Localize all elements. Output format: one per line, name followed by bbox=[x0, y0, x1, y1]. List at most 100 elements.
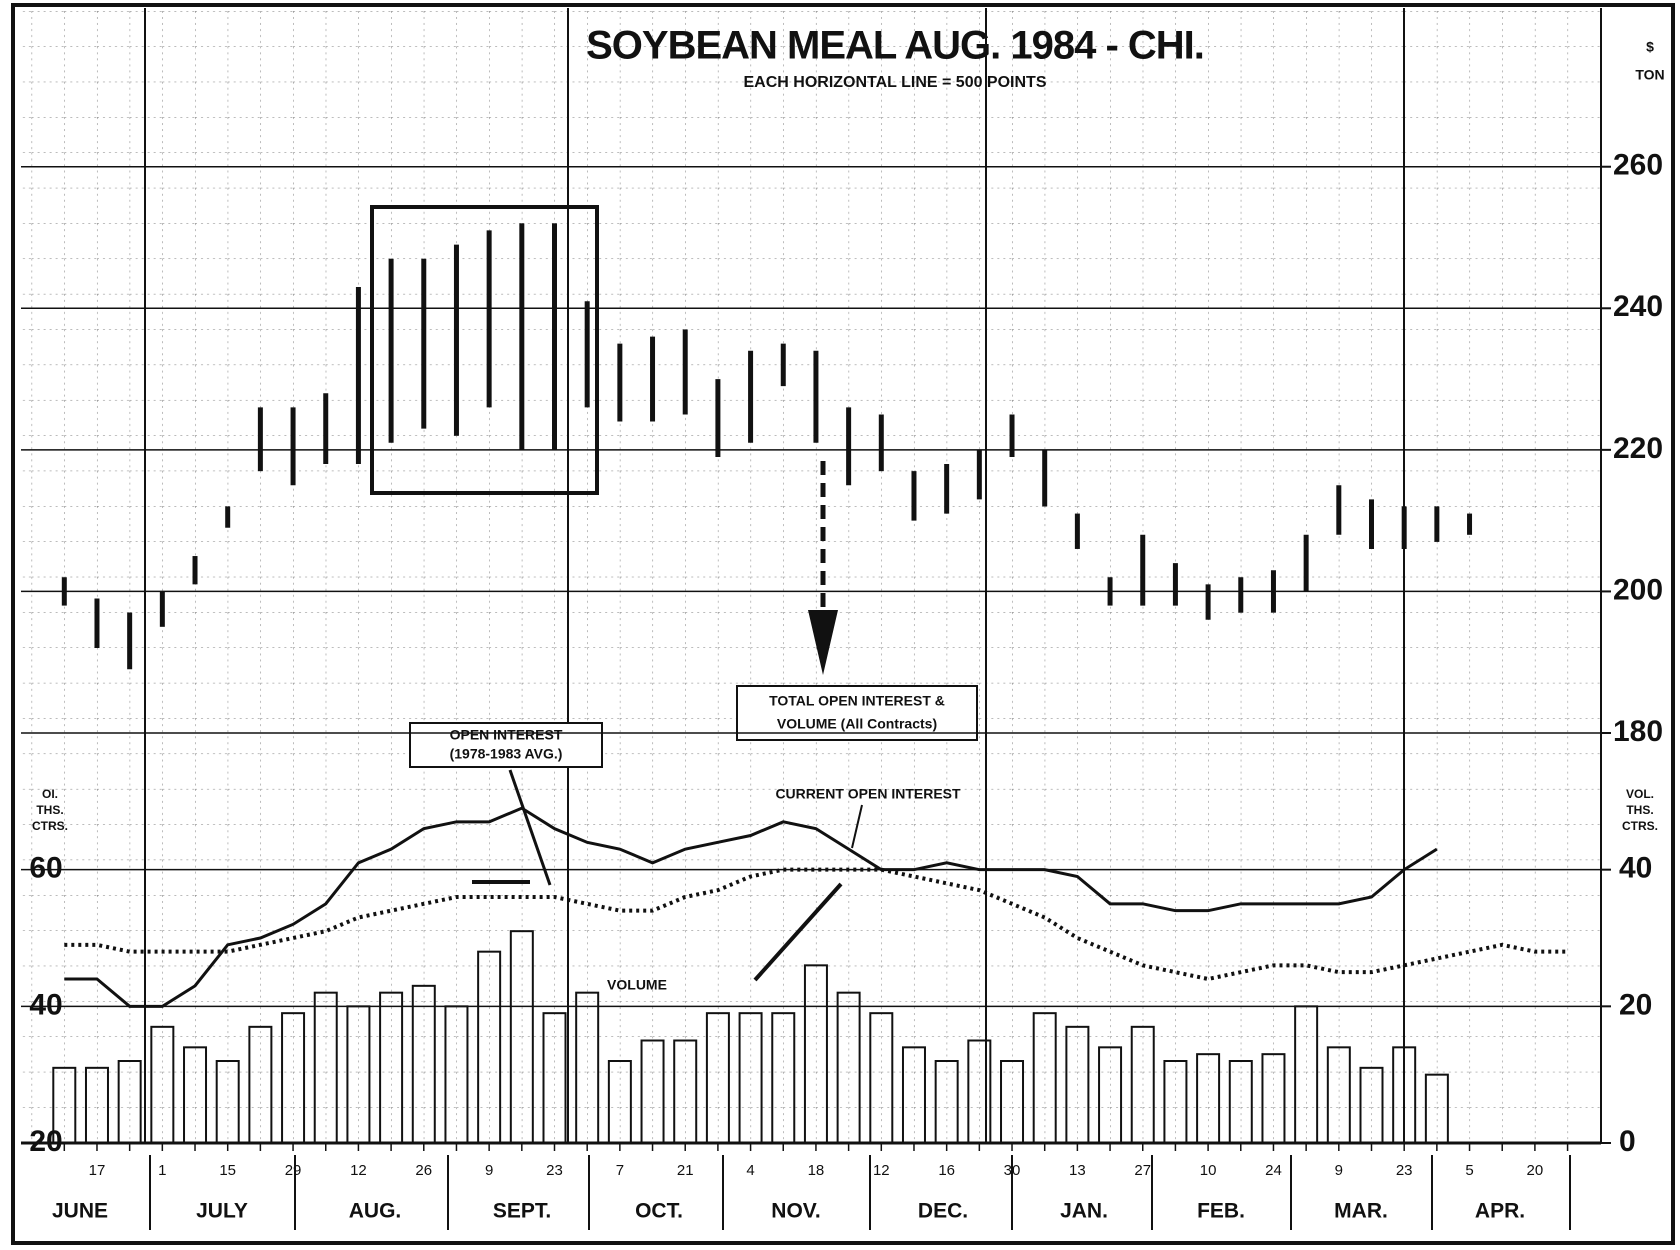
x-tick-label: 9 bbox=[485, 1162, 493, 1179]
volume-unit: VOL. bbox=[1626, 787, 1654, 801]
volume-bar bbox=[117, 1060, 142, 1144]
month-label: APR. bbox=[1475, 1200, 1525, 1223]
volume-bar bbox=[1294, 1005, 1319, 1144]
volume-bar bbox=[1261, 1053, 1286, 1144]
volume-tick-label: 20 bbox=[1619, 988, 1652, 1021]
frame bbox=[11, 3, 1675, 1245]
volume-bar bbox=[509, 930, 534, 1145]
oi-unit: OI. bbox=[42, 787, 58, 801]
annotation: (1978-1983 AVG.) bbox=[450, 746, 563, 762]
volume-bar bbox=[771, 1012, 796, 1145]
x-tick-label: 5 bbox=[1465, 1162, 1473, 1179]
oi-tick-label: 40 bbox=[29, 988, 62, 1021]
volume-bar bbox=[1196, 1053, 1221, 1144]
month-label: MAR. bbox=[1334, 1200, 1388, 1223]
y-tick-label: 180 bbox=[1613, 715, 1663, 748]
x-tick-label: 23 bbox=[1396, 1162, 1413, 1179]
chart-title: SOYBEAN MEAL AUG. 1984 - CHI. bbox=[586, 24, 1204, 68]
volume-bar bbox=[869, 1012, 894, 1145]
volume-bar bbox=[444, 1005, 469, 1144]
volume-bar bbox=[1359, 1066, 1384, 1145]
volume-bar bbox=[1163, 1060, 1188, 1144]
volume-bar bbox=[836, 991, 861, 1145]
x-tick-label: 12 bbox=[873, 1162, 890, 1179]
highlight-box bbox=[370, 205, 599, 495]
price-unit: $ bbox=[1646, 39, 1654, 55]
volume-bar bbox=[673, 1039, 698, 1144]
volume-bar bbox=[477, 950, 502, 1145]
x-tick-label: 20 bbox=[1527, 1162, 1544, 1179]
x-tick-label: 10 bbox=[1200, 1162, 1217, 1179]
volume-bar bbox=[1326, 1046, 1351, 1145]
volume-bar bbox=[346, 1005, 371, 1144]
volume-bar bbox=[313, 991, 338, 1145]
volume-bar bbox=[1424, 1073, 1449, 1144]
oi-tick-label: 20 bbox=[29, 1125, 62, 1158]
volume-bar bbox=[215, 1060, 240, 1144]
volume-bar bbox=[281, 1012, 306, 1145]
volume-bar bbox=[150, 1025, 175, 1145]
volume-bar bbox=[1392, 1046, 1417, 1145]
volume-bar bbox=[640, 1039, 665, 1144]
x-tick-label: 15 bbox=[219, 1162, 236, 1179]
volume-bar bbox=[575, 991, 600, 1145]
price-unit: TON bbox=[1635, 67, 1664, 83]
volume-bar bbox=[901, 1046, 926, 1145]
chart-subtitle: EACH HORIZONTAL LINE = 500 POINTS bbox=[743, 74, 1046, 91]
volume-unit: CTRS. bbox=[1622, 819, 1658, 833]
month-label: JUNE bbox=[52, 1200, 108, 1223]
month-label: DEC. bbox=[918, 1200, 968, 1223]
y-tick-label: 220 bbox=[1613, 432, 1663, 465]
x-tick-label: 21 bbox=[677, 1162, 694, 1179]
volume-bar bbox=[411, 984, 436, 1144]
volume-bar bbox=[1065, 1025, 1090, 1145]
month-label: OCT. bbox=[635, 1200, 683, 1223]
oi-unit: THS. bbox=[36, 803, 63, 817]
x-tick-label: 18 bbox=[808, 1162, 825, 1179]
volume-bar bbox=[1032, 1012, 1057, 1145]
x-tick-label: 7 bbox=[616, 1162, 624, 1179]
x-tick-label: 23 bbox=[546, 1162, 563, 1179]
month-label: JAN. bbox=[1060, 1200, 1108, 1223]
x-tick-label: 12 bbox=[350, 1162, 367, 1179]
x-tick-label: 17 bbox=[89, 1162, 106, 1179]
x-tick-label: 9 bbox=[1335, 1162, 1343, 1179]
volume-tick-label: 40 bbox=[1619, 852, 1652, 885]
x-tick-label: 13 bbox=[1069, 1162, 1086, 1179]
month-label: SEPT. bbox=[493, 1200, 551, 1223]
annotation-box bbox=[409, 722, 603, 768]
volume-bar bbox=[967, 1039, 992, 1144]
annotation-arrow bbox=[753, 882, 843, 982]
x-tick-label: 24 bbox=[1265, 1162, 1282, 1179]
x-tick-label: 16 bbox=[938, 1162, 955, 1179]
x-tick-label: 26 bbox=[415, 1162, 432, 1179]
annotation: VOLUME (All Contracts) bbox=[777, 716, 937, 732]
volume-bar bbox=[934, 1060, 959, 1144]
oi-line bbox=[64, 806, 1438, 1008]
y-tick-label: 200 bbox=[1613, 573, 1663, 606]
volume-unit: THS. bbox=[1626, 803, 1653, 817]
oi-average-line bbox=[64, 867, 1568, 982]
annotation: VOLUME bbox=[607, 977, 667, 993]
minor-grid bbox=[21, 8, 1601, 1143]
volume-bar bbox=[84, 1066, 109, 1145]
annotation-arrow bbox=[851, 804, 863, 849]
x-tick-label: 27 bbox=[1134, 1162, 1151, 1179]
oi-tick-label: 60 bbox=[29, 852, 62, 885]
volume-bar bbox=[1228, 1060, 1253, 1144]
volume-tick-label: 0 bbox=[1619, 1125, 1636, 1158]
x-tick-label: 1 bbox=[158, 1162, 166, 1179]
volume-bar bbox=[52, 1066, 77, 1145]
x-tick-label: 29 bbox=[285, 1162, 302, 1179]
volume-bar bbox=[705, 1012, 730, 1145]
volume-bar bbox=[1000, 1060, 1025, 1144]
x-tick-label: 4 bbox=[746, 1162, 754, 1179]
annotation-arrow bbox=[508, 769, 552, 886]
volume-bar bbox=[248, 1025, 273, 1145]
volume-bar bbox=[803, 964, 828, 1144]
arrow-head bbox=[808, 610, 838, 675]
month-label: JULY bbox=[196, 1200, 248, 1223]
volume-bar bbox=[183, 1046, 208, 1145]
volume-bar bbox=[607, 1060, 632, 1144]
